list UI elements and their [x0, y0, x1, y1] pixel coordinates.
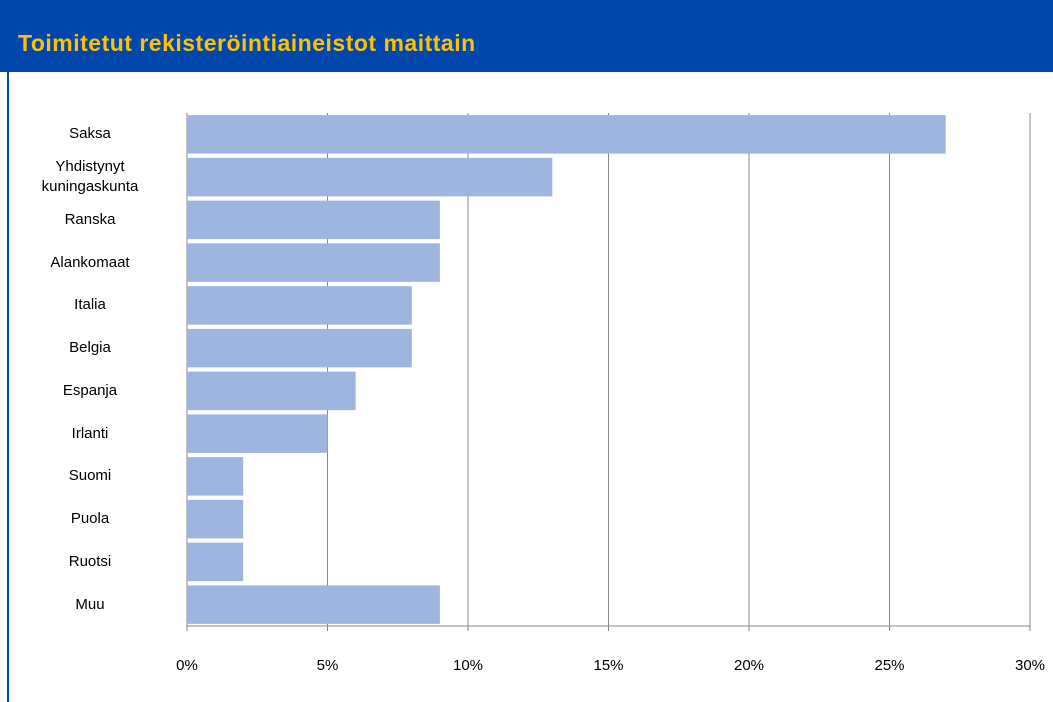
- y-tick-label: Suomi: [68, 467, 112, 485]
- y-tick-label: Italia: [74, 296, 106, 314]
- bar: [187, 457, 244, 496]
- bar: [187, 200, 440, 240]
- y-tick-label: Espanja: [62, 381, 118, 399]
- chart-title: Toimitetut rekisteröintiaineistot maitta…: [18, 30, 476, 56]
- x-tick-label: 30%: [1015, 657, 1045, 674]
- y-tick-label: Yhdistynyt kuningaskunta: [41, 158, 139, 196]
- y-tick-label: Ruotsi: [68, 552, 112, 570]
- x-tick-label: 20%: [734, 657, 764, 674]
- x-tick-label: 10%: [453, 657, 483, 674]
- header-band: [0, 0, 1053, 72]
- y-tick-label: Belgia: [69, 339, 111, 357]
- x-tick-label: 15%: [593, 657, 623, 674]
- y-tick-label: Ranska: [64, 210, 116, 228]
- y-tick-label: Irlanti: [71, 424, 109, 442]
- y-tick-label: Muu: [75, 595, 105, 613]
- y-tick-label: Alankomaat: [50, 253, 130, 271]
- x-tick-label: 0%: [176, 657, 198, 674]
- bar: [187, 542, 244, 582]
- bar: [187, 585, 440, 624]
- bar: [187, 414, 328, 453]
- bar: [187, 157, 553, 197]
- bar: [187, 286, 412, 325]
- y-tick-label: Puola: [70, 510, 110, 528]
- bar: [187, 115, 946, 154]
- bar: [187, 243, 440, 282]
- y-tick-label: Saksa: [69, 125, 111, 143]
- x-tick-label: 25%: [874, 657, 904, 674]
- bar: [187, 371, 356, 411]
- bar: [187, 499, 244, 539]
- bar: [187, 328, 412, 368]
- x-tick-label: 5%: [317, 657, 339, 674]
- side-border: [7, 72, 9, 702]
